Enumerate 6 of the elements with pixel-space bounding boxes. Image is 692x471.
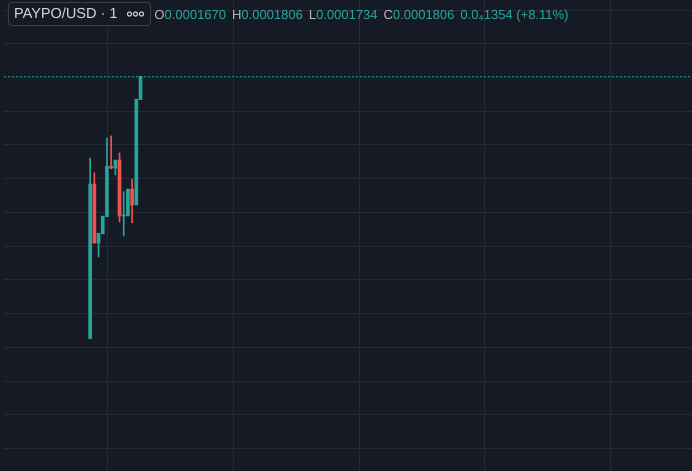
text: O0.0001670 (154, 6, 226, 22)
text: 0.0₄1354 (+8.11%) (460, 6, 568, 22)
text: H0.0001806 (232, 6, 303, 22)
text: L0.0001734 (308, 6, 378, 22)
chart-title: PAYPO/USD · 1 (14, 6, 118, 22)
text: C0.0001806 (384, 6, 454, 22)
